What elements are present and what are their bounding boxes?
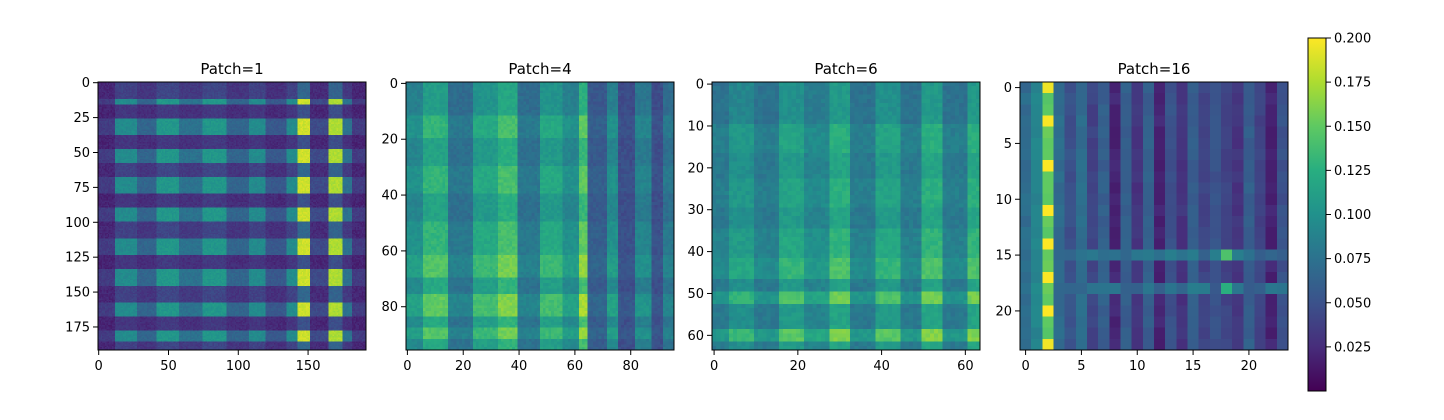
panel-title: Patch=1 — [200, 60, 263, 78]
x-tick-label: 60 — [567, 359, 584, 374]
x-tick-label: 80 — [622, 359, 639, 374]
y-tick-label: 40 — [381, 189, 398, 204]
x-axis: 0 5 10 15 20 — [1021, 350, 1257, 374]
x-tick-label: 50 — [160, 359, 177, 374]
x-tick-label: 20 — [1241, 359, 1258, 374]
x-tick-label: 0 — [710, 359, 718, 374]
colorbar-ticks: 0.025 0.050 0.075 0.100 0.125 0.150 0.175 0.200 — [1326, 32, 1371, 355]
y-tick-label: 10 — [995, 193, 1012, 208]
colorbar: 0.025 0.050 0.075 0.100 0.125 0.150 0.175 0.200 — [1307, 32, 1371, 392]
heatmap-panel-patch-6: Patch=6 0 20 40 60 0 10 20 30 40 50 60 — [687, 60, 981, 374]
x-axis: 0 50 100 150 — [95, 350, 321, 374]
heatmap-frame — [97, 81, 367, 351]
y-tick-label: 80 — [381, 300, 398, 315]
y-axis: 0 20 40 60 80 — [381, 77, 406, 315]
heatmap-frame — [405, 81, 675, 351]
x-tick-label: 5 — [1077, 359, 1085, 374]
y-axis: 0 25 50 75 100 125 150 175 — [65, 76, 98, 335]
colorbar-tick-label: 0.150 — [1334, 120, 1371, 135]
y-tick-label: 30 — [687, 203, 704, 218]
x-axis: 0 20 40 60 — [710, 350, 974, 374]
y-tick-label: 20 — [995, 304, 1012, 319]
y-tick-label: 0 — [390, 77, 398, 92]
y-tick-label: 50 — [73, 146, 90, 161]
heatmap-image — [406, 82, 674, 350]
heatmap-image — [712, 82, 980, 350]
x-tick-label: 100 — [226, 359, 251, 374]
y-tick-label: 60 — [381, 244, 398, 259]
y-tick-label: 125 — [65, 251, 90, 266]
y-tick-label: 75 — [73, 181, 90, 196]
colorbar-gradient — [1307, 37, 1327, 392]
heatmap-panel-patch-1: Patch=1 0 50 100 150 0 25 50 75 100 125 150 175 — [65, 60, 367, 374]
colorbar-tick-label: 0.100 — [1334, 208, 1371, 223]
x-tick-label: 0 — [95, 359, 103, 374]
x-tick-label: 15 — [1185, 359, 1202, 374]
y-tick-label: 20 — [381, 133, 398, 148]
y-tick-label: 10 — [687, 119, 704, 134]
y-tick-label: 0 — [82, 76, 90, 91]
colorbar-tick-label: 0.075 — [1334, 252, 1371, 267]
x-tick-label: 20 — [455, 359, 472, 374]
y-tick-label: 40 — [687, 245, 704, 260]
y-tick-label: 15 — [995, 249, 1012, 264]
y-tick-label: 50 — [687, 287, 704, 302]
panel-title: Patch=6 — [814, 60, 877, 78]
x-tick-label: 40 — [511, 359, 528, 374]
colorbar-tick-label: 0.125 — [1334, 164, 1371, 179]
y-tick-label: 20 — [687, 161, 704, 176]
heatmap-image — [1020, 82, 1288, 350]
panel-title: Patch=16 — [1118, 60, 1191, 78]
colorbar-tick-label: 0.200 — [1334, 32, 1371, 47]
x-tick-label: 0 — [403, 359, 411, 374]
heatmap-panel-patch-16: Patch=16 0 5 10 15 20 0 5 10 15 20 — [995, 60, 1289, 374]
colorbar-tick-label: 0.050 — [1334, 296, 1371, 311]
x-tick-label: 0 — [1021, 359, 1029, 374]
colorbar-tick-label: 0.025 — [1334, 340, 1371, 355]
x-tick-label: 40 — [873, 359, 890, 374]
heatmap-frame — [1019, 81, 1289, 351]
y-tick-label: 5 — [1004, 137, 1012, 152]
x-tick-label: 10 — [1129, 359, 1146, 374]
x-tick-label: 20 — [790, 359, 807, 374]
heatmap-image — [98, 82, 366, 350]
y-tick-label: 0 — [696, 78, 704, 93]
y-axis: 0 10 20 30 40 50 60 — [687, 78, 712, 344]
heatmap-panel-patch-4: Patch=4 0 20 40 60 80 0 20 40 60 80 — [381, 60, 675, 374]
colorbar-tick-label: 0.175 — [1334, 76, 1371, 91]
y-tick-label: 175 — [65, 320, 90, 335]
y-tick-label: 60 — [687, 329, 704, 344]
heatmap-frame — [711, 81, 981, 351]
y-tick-label: 25 — [73, 111, 90, 126]
x-tick-label: 60 — [957, 359, 974, 374]
y-axis: 0 5 10 15 20 — [995, 81, 1020, 319]
x-tick-label: 150 — [296, 359, 321, 374]
y-tick-label: 0 — [1004, 81, 1012, 96]
x-axis: 0 20 40 60 80 — [403, 350, 639, 374]
y-tick-label: 150 — [65, 286, 90, 301]
panel-title: Patch=4 — [508, 60, 571, 78]
y-tick-label: 100 — [65, 216, 90, 231]
